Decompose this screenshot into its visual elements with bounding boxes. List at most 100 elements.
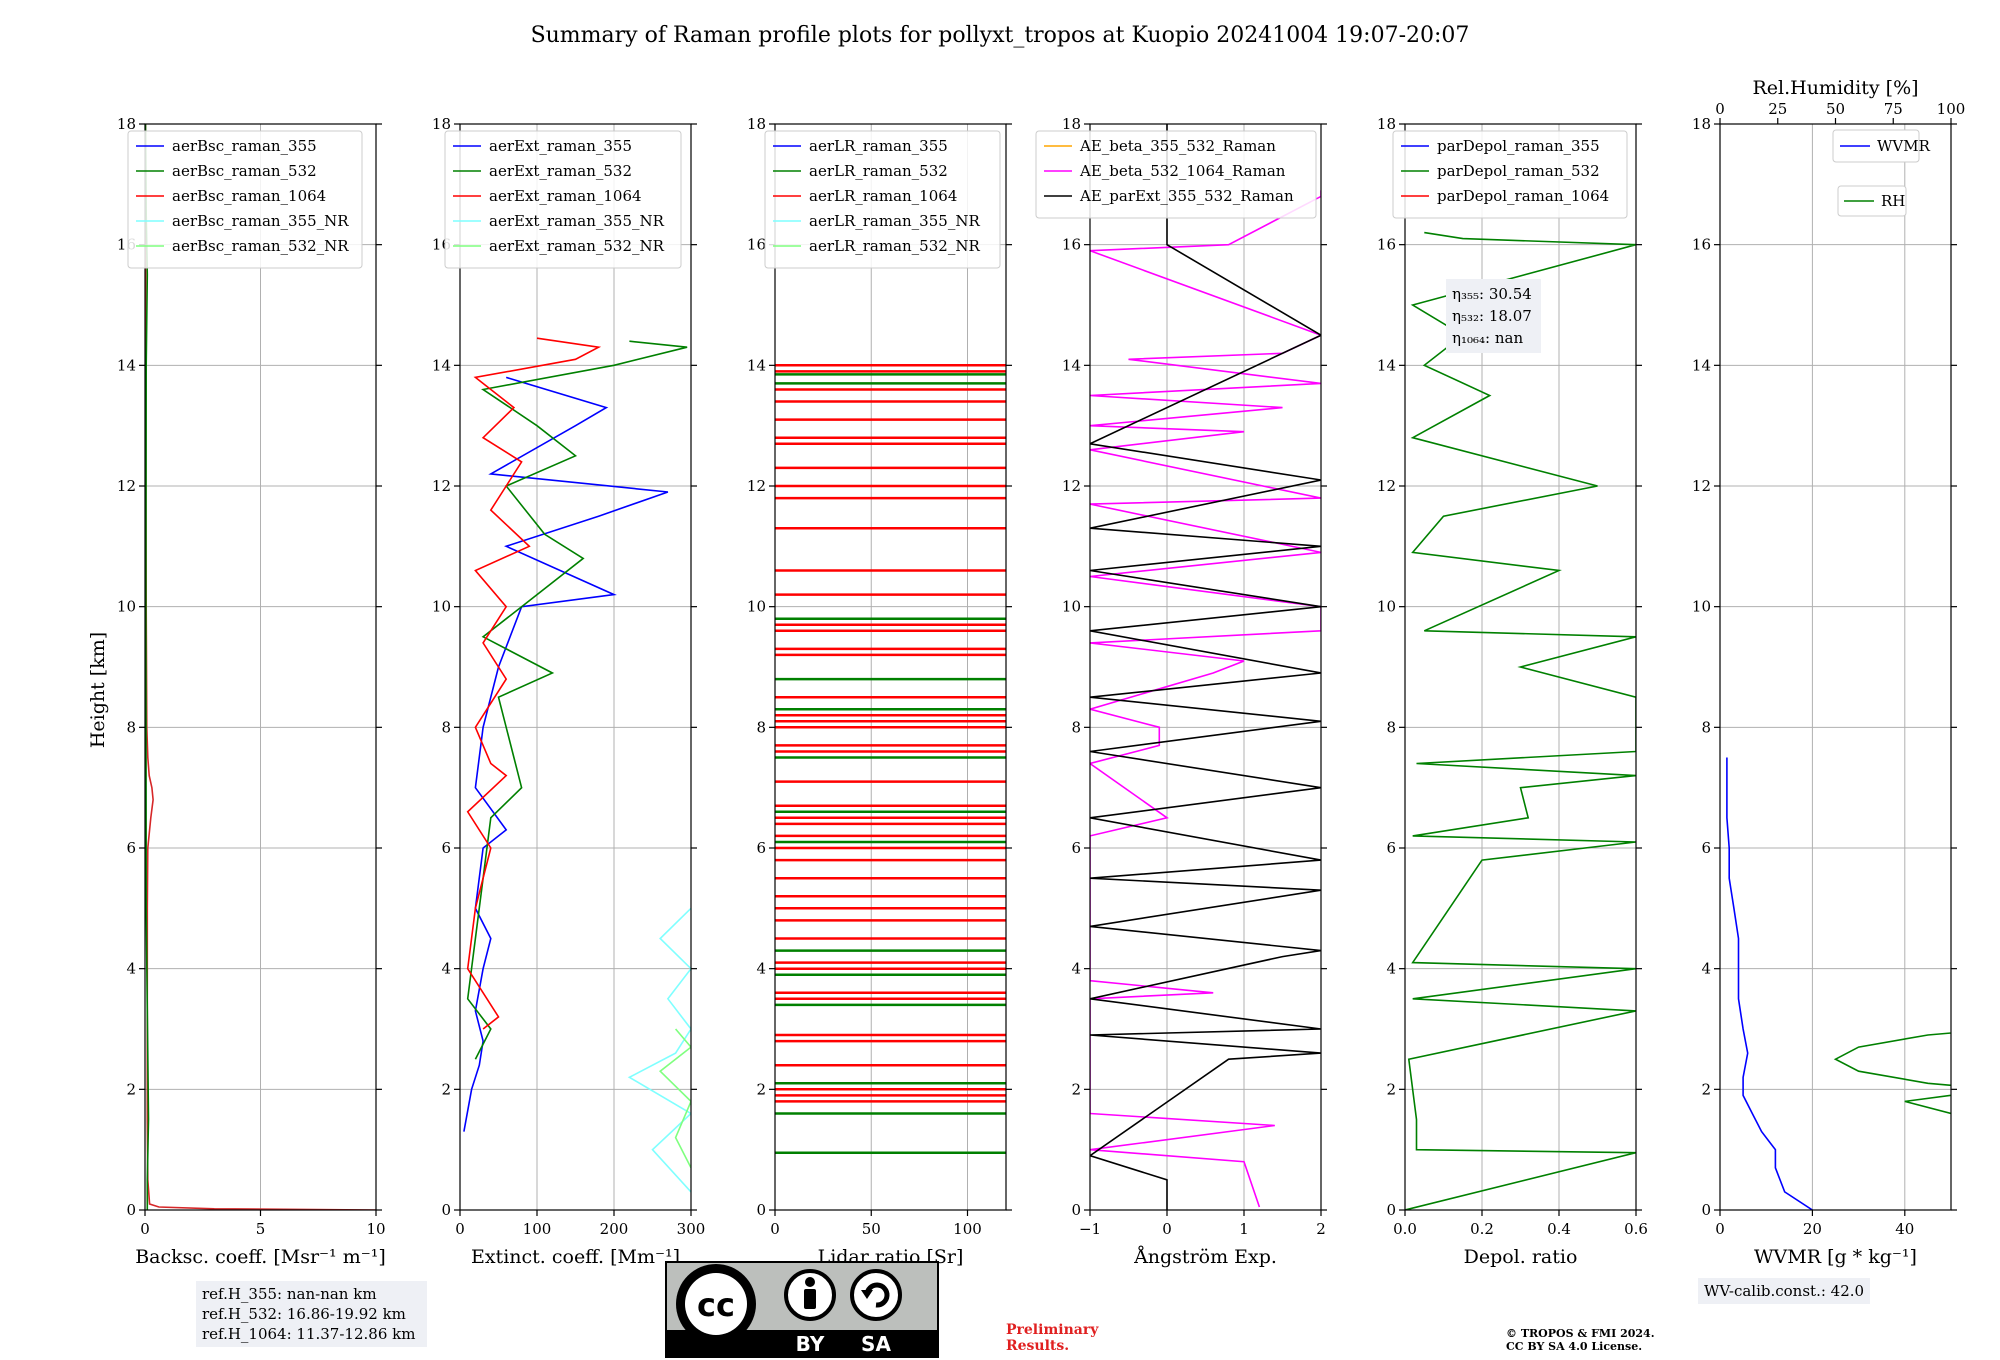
series-group (1090, 124, 1321, 1210)
wv-calibration-box: WV-calib.const.: 42.0 (1698, 1278, 1871, 1304)
y-tick-label: 16 (1377, 236, 1396, 254)
series-AE_beta_532_1064_Raman (1090, 190, 1321, 1208)
y-tick-label: 18 (1692, 115, 1711, 133)
eta-annotation: η₃₅₅: 30.54 η₅₃₂: 18.07 η₁₀₆₄: nan (1446, 279, 1541, 353)
legend-entry: aerExt_raman_1064 (489, 187, 642, 205)
y-tick-label: 6 (126, 839, 136, 857)
legend: WVMR RH (1832, 129, 1931, 217)
y-tick-label: 4 (441, 960, 451, 978)
y-tick-label: 14 (1692, 356, 1711, 374)
cc-license-badge: cc BY SA (665, 1261, 939, 1358)
preliminary-line-2: Results. (1006, 1338, 1070, 1354)
y-tick-label: 4 (1386, 960, 1396, 978)
axes-frame (1089, 123, 1322, 1211)
series-AE_parExt_355_532_Raman (1090, 124, 1321, 1210)
legend-entry: aerLR_raman_355_NR (809, 212, 980, 230)
cc-label: cc (697, 1286, 735, 1324)
legend-entry: aerLR_raman_355 (809, 137, 948, 155)
legend-box (1392, 130, 1628, 219)
y-tick-label: 4 (1701, 960, 1711, 978)
y-tick-label: 10 (1692, 598, 1711, 616)
series-RH (1833, 1032, 1951, 1115)
legend-entry: aerLR_raman_1064 (809, 187, 957, 205)
y-tick-label: 4 (1071, 960, 1081, 978)
y-tick-label: 8 (441, 718, 451, 736)
y-tick-label: 14 (1377, 356, 1396, 374)
legend-entry: parDepol_raman_1064 (1437, 187, 1609, 205)
x-tick-label: 50 (862, 1220, 881, 1238)
x-tick-label: 0 (1715, 1220, 1725, 1238)
y-tick-label: 12 (1377, 477, 1396, 495)
legend: AE_beta_355_532_Raman AE_beta_532_1064_Ra… (1035, 130, 1317, 219)
x-tick-label: 100 (953, 1220, 982, 1238)
series-aerExt_raman_532 (466, 340, 688, 1060)
preliminary-results-note: Preliminary Results. (1006, 1322, 1098, 1354)
x-axis-label: Depol. ratio (1464, 1246, 1578, 1268)
axes-frame (1719, 123, 1952, 1211)
series-aerLR_raman_532 (775, 373, 1006, 1154)
x-tick-label: 1 (1239, 1220, 1249, 1238)
y-tick-label: 14 (432, 356, 451, 374)
y-tick-label: 6 (756, 839, 766, 857)
reference-height-box: ref.H_355: nan-nan km ref.H_532: 16.86-1… (196, 1281, 427, 1347)
legend-entry: aerExt_raman_532 (489, 162, 632, 180)
annotation-box (1446, 279, 1541, 353)
series-aerExt_raman_355 (463, 376, 669, 1132)
legend: parDepol_raman_355 parDepol_raman_532 parD… (1392, 130, 1628, 219)
y-tick-label: 8 (1701, 718, 1711, 736)
legend-entry: WVMR (1877, 137, 1931, 155)
y-tick-label: 0 (441, 1201, 451, 1219)
y-tick-label: 10 (747, 598, 766, 616)
legend-entry: AE_beta_532_1064_Raman (1079, 162, 1286, 180)
y-tick-label: 8 (1071, 718, 1081, 736)
y-tick-label: 2 (1701, 1080, 1711, 1098)
legend: aerBsc_raman_355 aerBsc_raman_532 aerBsc_r… (127, 130, 363, 269)
legend-entry: aerExt_raman_355 (489, 137, 632, 155)
x-tick-label: 20 (1803, 1220, 1822, 1238)
x-axis-label: Ångström Exp. (1133, 1246, 1277, 1268)
y-tick-label: 2 (1386, 1080, 1396, 1098)
y-tick-label: 6 (1386, 839, 1396, 857)
legend-box (1832, 129, 1920, 163)
series-aerExt_raman_355_NR (627, 907, 691, 1193)
legend-box (764, 130, 1001, 269)
y-tick-label: 18 (747, 115, 766, 133)
top-x-tick-label: 100 (1937, 100, 1966, 118)
legend-entry: aerExt_raman_532_NR (489, 237, 665, 255)
x-tick-label: 0 (770, 1220, 780, 1238)
y-tick-label: 12 (1062, 477, 1081, 495)
top-x-tick-label: 25 (1768, 100, 1787, 118)
x-tick-label: 40 (1895, 1220, 1914, 1238)
x-tick-label: 0.6 (1624, 1220, 1648, 1238)
top-x-tick-label: 75 (1884, 100, 1903, 118)
x-tick-label: 0 (140, 1220, 150, 1238)
by-label: BY (796, 1332, 825, 1356)
axes-frame (774, 123, 1007, 1211)
x-tick-label: −1 (1079, 1220, 1101, 1238)
y-tick-label: 6 (1071, 839, 1081, 857)
x-tick-label: 0 (1162, 1220, 1172, 1238)
copyright-note: © TROPOS & FMI 2024. CC BY SA 4.0 Licens… (1506, 1327, 1655, 1353)
legend-entry: parDepol_raman_355 (1437, 137, 1600, 155)
y-tick-label: 2 (756, 1080, 766, 1098)
legend-entry: aerBsc_raman_532_NR (172, 237, 349, 255)
y-tick-label: 0 (1386, 1201, 1396, 1219)
legend-entry: aerLR_raman_532 (809, 162, 948, 180)
legend-entry: RH (1881, 192, 1905, 210)
y-tick-label: 18 (432, 115, 451, 133)
figure-title: Summary of Raman profile plots for polly… (531, 23, 1470, 48)
preliminary-line-1: Preliminary (1006, 1322, 1099, 1338)
top-x-tick-label: 0 (1715, 100, 1725, 118)
series-WVMR (1726, 757, 1813, 1210)
series-group (463, 337, 691, 1193)
annotation-line: η₃₅₅: 30.54 (1452, 285, 1532, 303)
y-tick-label: 12 (432, 477, 451, 495)
x-tick-label: 2 (1316, 1220, 1326, 1238)
legend-entry: aerBsc_raman_355_NR (172, 212, 349, 230)
legend-entry: aerLR_raman_532_NR (809, 237, 980, 255)
